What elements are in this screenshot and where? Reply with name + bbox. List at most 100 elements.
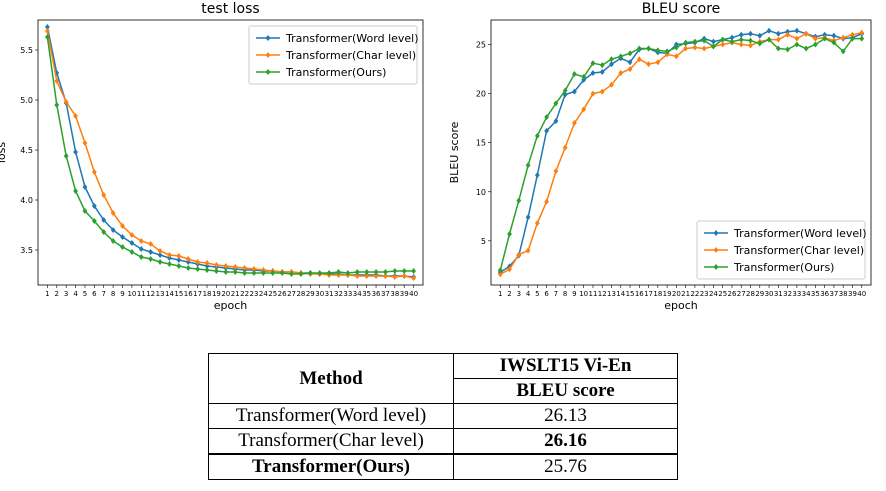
header-dataset: IWSLT15 Vi-En	[453, 353, 678, 379]
data-point	[392, 268, 398, 274]
data-point	[54, 102, 60, 108]
data-point	[581, 73, 587, 80]
table-row: Transformer(Word level) 26.13	[208, 403, 678, 429]
data-point	[401, 268, 407, 274]
x-tick-label: 28	[746, 290, 755, 298]
data-point	[138, 238, 144, 244]
data-point	[129, 232, 135, 238]
data-point	[120, 223, 125, 229]
data-point	[232, 269, 238, 275]
x-tick-label: 16	[635, 290, 644, 298]
x-tick-label: 38	[390, 290, 399, 298]
data-point	[44, 34, 50, 40]
x-tick-label: 11	[137, 290, 146, 298]
data-point	[185, 256, 191, 262]
series-line	[499, 32, 862, 275]
x-tick-label: 39	[848, 290, 857, 298]
data-point	[729, 34, 735, 41]
data-point	[354, 269, 360, 275]
x-tick-label: 18	[203, 290, 212, 298]
legend-swatch-marker	[265, 52, 271, 58]
x-tick-label: 34	[802, 290, 811, 298]
data-point	[683, 45, 689, 52]
x-tick-label: 33	[343, 290, 352, 298]
x-tick-label: 3	[517, 290, 521, 298]
data-point	[812, 35, 818, 42]
y-tick-label: 10	[476, 188, 486, 197]
data-point	[167, 261, 172, 267]
data-point	[562, 87, 568, 94]
x-tick-label: 7	[101, 290, 105, 298]
data-point	[646, 61, 651, 68]
y-tick-label: 15	[476, 139, 486, 148]
data-point	[748, 37, 753, 44]
data-point	[242, 270, 247, 276]
y-tick-label: 5	[481, 237, 486, 246]
data-point	[101, 229, 107, 235]
table-header-row: Method IWSLT15 Vi-En	[208, 353, 678, 404]
x-tick-label: 18	[653, 290, 662, 298]
x-tick-label: 20	[672, 290, 681, 298]
data-point	[82, 140, 88, 146]
data-point	[572, 120, 577, 127]
x-tick-label: 24	[709, 290, 718, 298]
x-tick-label: 32	[783, 290, 792, 298]
data-point	[572, 88, 577, 95]
x-tick-label: 21	[231, 290, 240, 298]
x-tick-label: 3	[64, 290, 68, 298]
x-tick-label: 30	[315, 290, 324, 298]
data-point	[44, 24, 50, 30]
x-tick-label: 8	[563, 290, 567, 298]
data-point	[279, 270, 285, 276]
data-point	[785, 46, 790, 53]
data-point	[298, 271, 304, 277]
data-point	[701, 37, 707, 44]
chart-title: test loss	[201, 1, 259, 17]
data-point	[373, 269, 379, 275]
plot-frame	[490, 19, 872, 286]
data-point	[110, 238, 116, 244]
data-point	[544, 114, 550, 121]
data-point	[195, 259, 201, 265]
data-point	[260, 270, 266, 276]
x-tick-label: 31	[774, 290, 783, 298]
legend-box	[248, 25, 418, 85]
x-tick-label: 37	[829, 290, 838, 298]
legend-box	[696, 220, 866, 280]
data-point	[831, 39, 837, 46]
data-point	[534, 172, 540, 179]
data-point	[383, 269, 388, 275]
x-tick-label: 25	[718, 290, 727, 298]
x-axis-label: epoch	[664, 299, 698, 312]
data-point	[63, 153, 69, 159]
data-point	[73, 113, 78, 119]
data-point	[120, 244, 125, 250]
x-tick-label: 10	[579, 290, 588, 298]
header-metric: BLEU score	[453, 378, 678, 404]
x-tick-label: 11	[588, 290, 597, 298]
x-tick-label: 40	[409, 290, 418, 298]
plot-frame	[37, 19, 424, 286]
data-point	[307, 270, 313, 276]
x-tick-label: 15	[626, 290, 635, 298]
data-point	[701, 45, 707, 52]
legend-label: Transformer(Ours)	[285, 66, 386, 79]
data-point	[63, 99, 69, 105]
x-tick-label: 1	[45, 290, 49, 298]
data-point	[692, 44, 698, 51]
data-point	[73, 149, 78, 155]
data-point	[636, 56, 642, 63]
x-tick-label: 35	[362, 290, 371, 298]
data-point	[553, 168, 559, 175]
data-point	[129, 240, 135, 246]
table-row: Transformer(Char level) 26.16	[208, 428, 678, 455]
x-tick-label: 37	[381, 290, 390, 298]
data-point	[138, 254, 144, 260]
x-tick-label: 6	[544, 290, 549, 298]
data-point	[803, 45, 809, 52]
data-point	[590, 70, 596, 76]
x-tick-label: 5	[535, 290, 539, 298]
x-tick-label: 31	[325, 290, 334, 298]
data-point	[572, 70, 577, 77]
